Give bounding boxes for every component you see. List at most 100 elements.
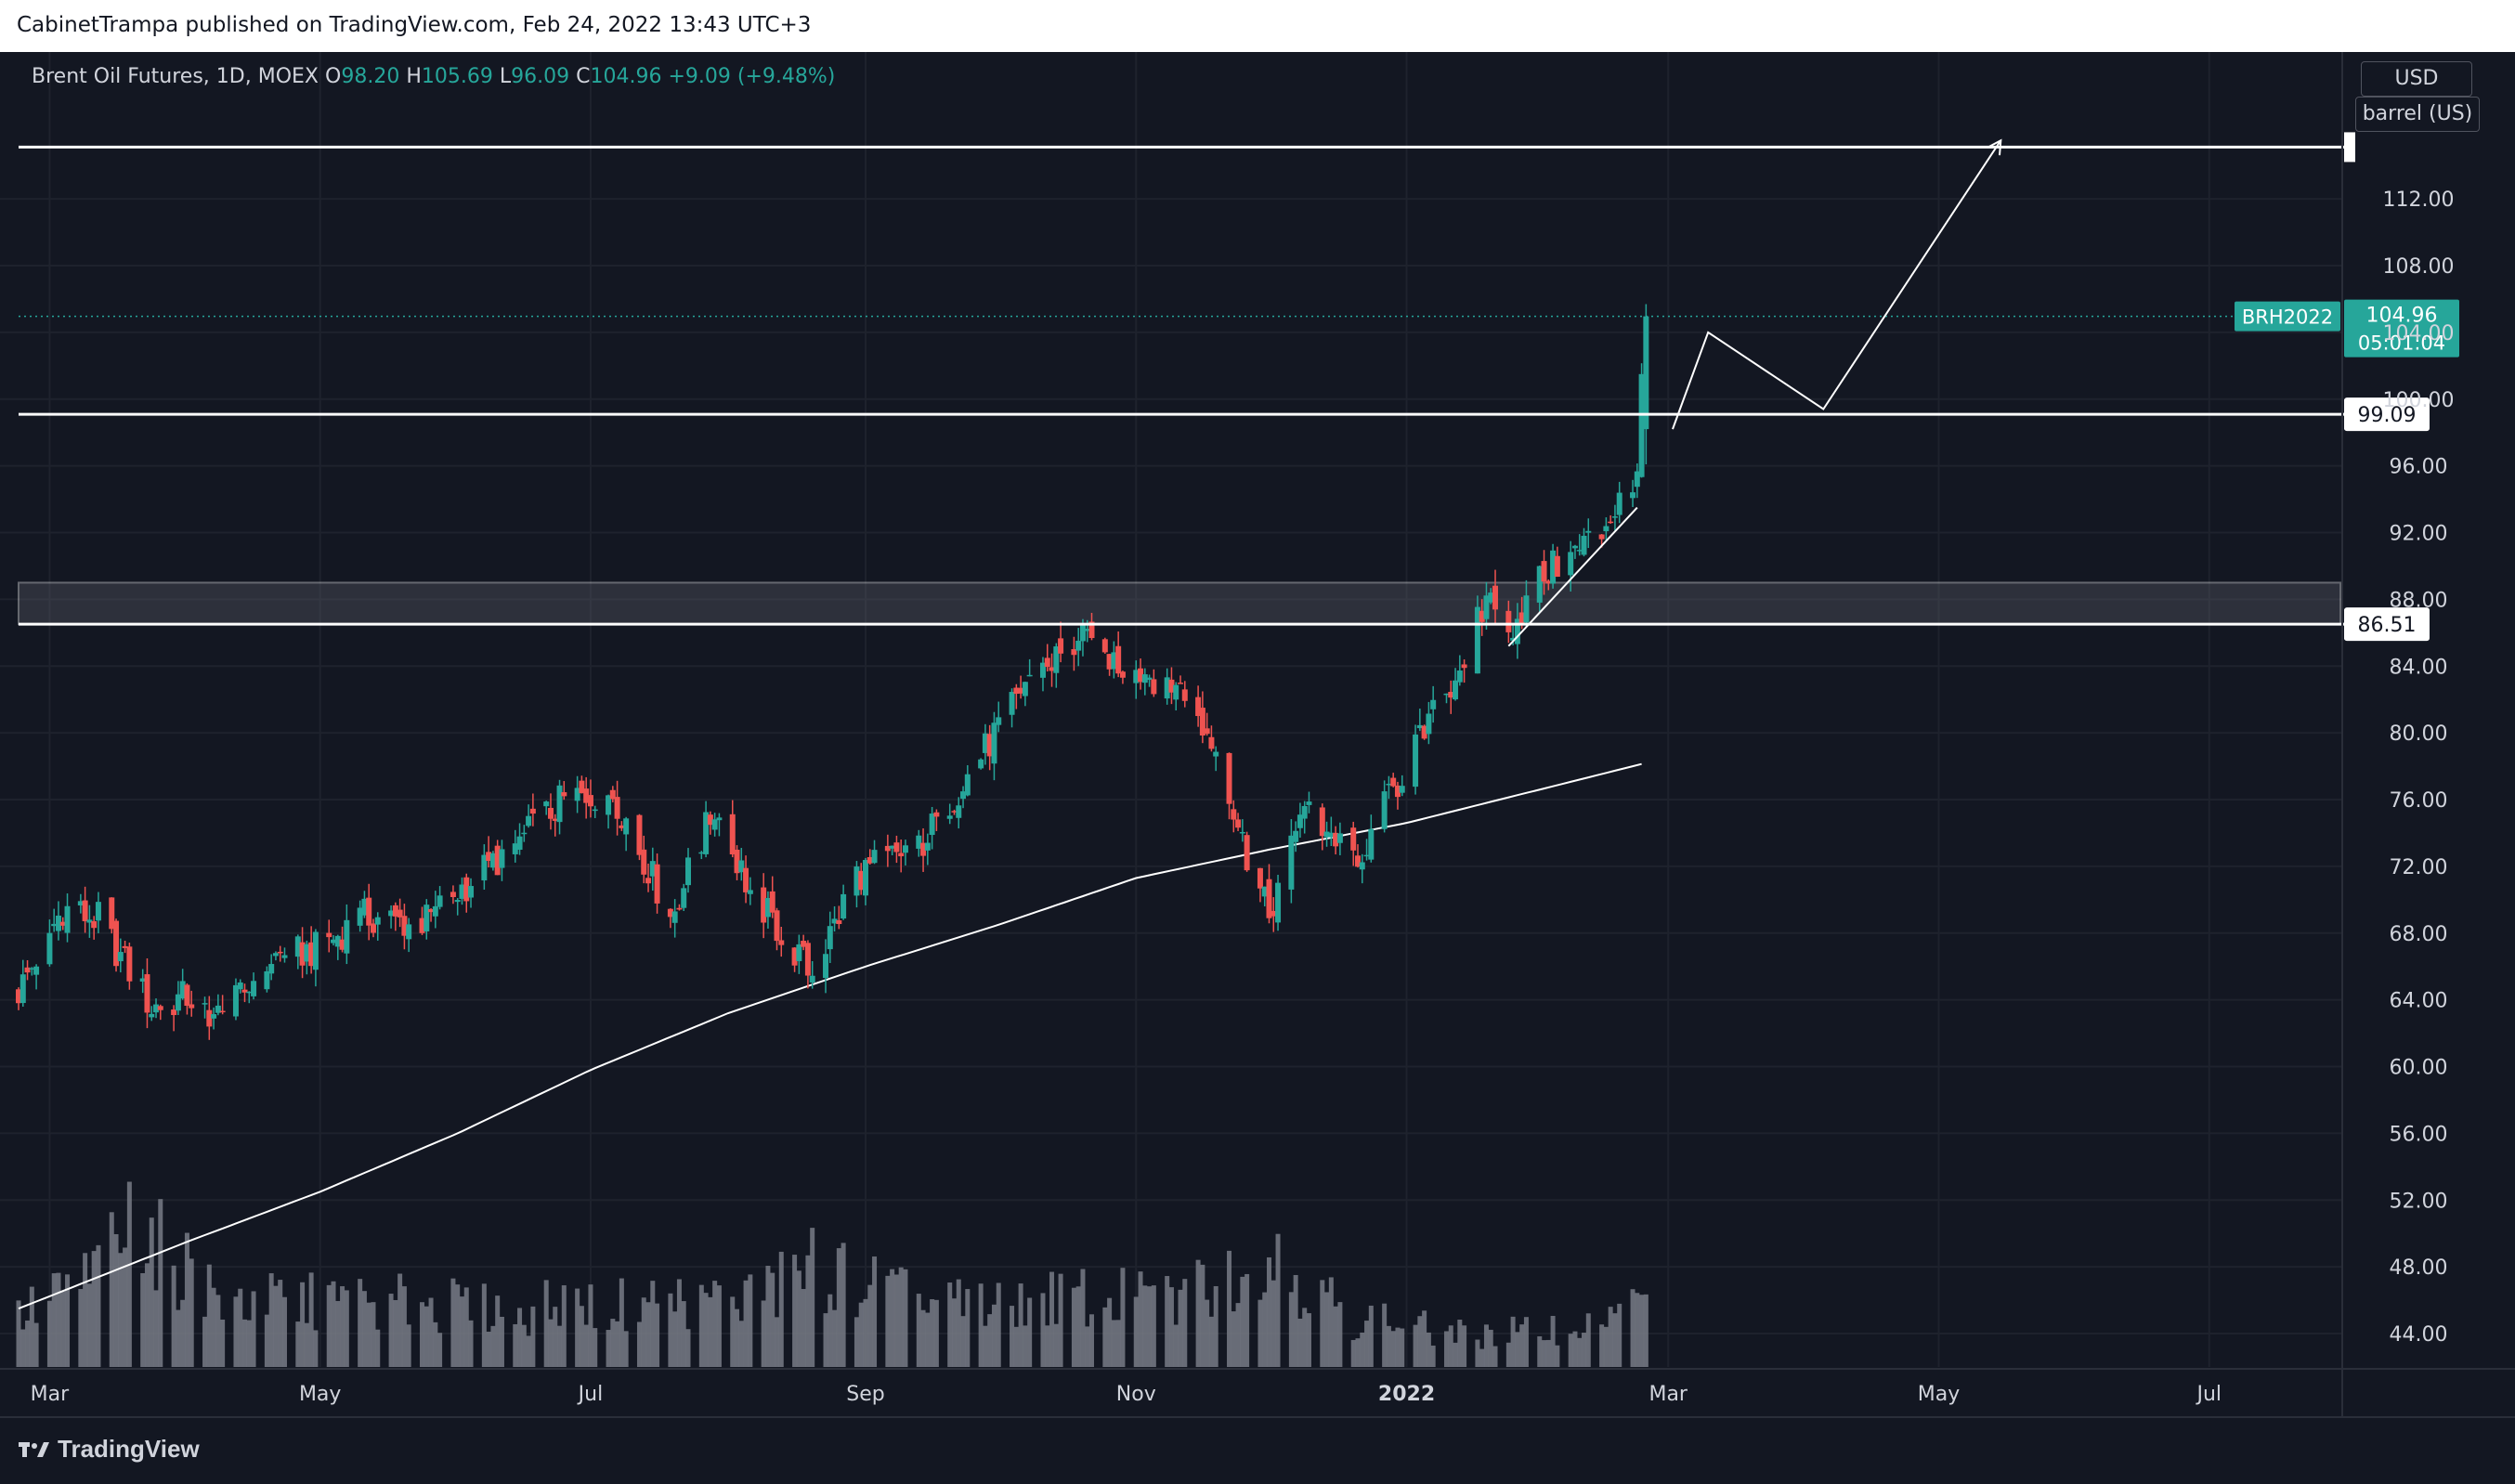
ma-path: [18, 762, 1642, 1310]
candle-body: [1518, 612, 1525, 625]
volume-bar: [490, 1325, 496, 1367]
candle-body: [109, 897, 115, 930]
volume-bar: [278, 1280, 283, 1367]
volume-bar: [1350, 1339, 1356, 1367]
y-tick-label: 96.00: [2390, 456, 2448, 479]
volume-bar: [641, 1297, 646, 1367]
candle-body: [432, 905, 438, 917]
unit-button[interactable]: barrel (US): [2355, 97, 2480, 132]
candle-body: [55, 915, 61, 931]
volume-bar: [1324, 1292, 1330, 1367]
candle-body: [1510, 637, 1517, 641]
symbol-name[interactable]: Brent Oil Futures, 1D, MOEX: [32, 65, 319, 88]
volume-bar: [331, 1281, 336, 1367]
publisher-bar: CabinetTrampa published on TradingView.c…: [0, 0, 2515, 52]
candle-body: [1630, 492, 1636, 499]
candle-body: [1119, 671, 1126, 678]
high-key: H: [406, 65, 422, 88]
volume-bar: [1023, 1325, 1028, 1367]
candle-body: [1479, 610, 1485, 622]
symbol-legend[interactable]: Brent Oil Futures, 1D, MOEX O98.20 H105.…: [32, 65, 835, 88]
candle-body: [459, 884, 465, 899]
volume-bar: [281, 1296, 287, 1367]
candle-body: [272, 953, 279, 957]
candle-body: [884, 845, 891, 852]
volume-bar: [588, 1284, 593, 1367]
volume-bar: [1115, 1320, 1121, 1367]
candle-body: [1354, 855, 1361, 867]
volume-bar: [1275, 1233, 1281, 1367]
candle-body: [933, 812, 940, 817]
candle-body: [1488, 592, 1494, 603]
tradingview-brand[interactable]: TradingView: [19, 1435, 200, 1464]
candle-body: [734, 849, 740, 874]
volume-bar: [1320, 1280, 1325, 1367]
volume-bar: [1479, 1348, 1485, 1367]
volume-bar: [1205, 1299, 1210, 1367]
candle-body: [77, 901, 84, 906]
candle-body: [764, 898, 771, 918]
candle-body: [1399, 786, 1405, 793]
candle-body: [397, 909, 403, 918]
volume-bar: [1386, 1325, 1391, 1367]
volume-bar: [636, 1321, 642, 1367]
y-tick-label: 52.00: [2390, 1190, 2448, 1213]
candle-body: [1616, 492, 1622, 515]
volume-bar: [916, 1294, 921, 1367]
candle-body: [454, 900, 461, 903]
candle-body: [1053, 646, 1060, 673]
volume-bar: [553, 1307, 558, 1367]
candle-body: [791, 947, 798, 966]
volume-bar: [481, 1283, 487, 1367]
axes: 44.00 48.00 52.00 56.00 60.00 64.00 68.00 72.00…: [0, 52, 2515, 1418]
volume-bar: [1168, 1287, 1174, 1367]
volume-bar: [202, 1316, 208, 1367]
support-zone[interactable]: [18, 581, 2341, 626]
volume-bar: [1368, 1305, 1374, 1367]
volume-bar: [1235, 1303, 1241, 1367]
price-chart[interactable]: 99.09 86.51 BRH2022 104.96 05:01:04 44.00 48.…: [0, 52, 2515, 1484]
candle-body: [401, 916, 408, 936]
y-tick-label: 104.00: [2383, 322, 2455, 345]
volume-bar: [1555, 1345, 1560, 1367]
volume-bar: [60, 1291, 66, 1367]
volume-bar: [1293, 1274, 1298, 1367]
candle-body: [1261, 886, 1268, 897]
candle-body: [1239, 831, 1245, 834]
volume-bar: [730, 1296, 736, 1367]
candle-body: [1505, 610, 1512, 632]
volume-bar: [743, 1280, 749, 1367]
candle-body: [1244, 835, 1250, 871]
candle-body: [871, 850, 878, 864]
volume-bar: [1542, 1340, 1547, 1367]
volume-bar: [91, 1251, 97, 1367]
volume-bar: [51, 1273, 57, 1367]
volume-bar: [903, 1269, 908, 1367]
volume-bar: [1165, 1276, 1170, 1367]
volume-bar: [930, 1299, 935, 1367]
volume-bar: [406, 1324, 411, 1367]
candle-body: [956, 805, 962, 818]
volume-bar: [716, 1285, 722, 1367]
candle-body: [1381, 791, 1388, 829]
volume-bar: [158, 1199, 163, 1367]
volume-bar: [810, 1228, 815, 1367]
candle-body: [801, 941, 807, 947]
volume-bar: [388, 1294, 394, 1367]
y-tick-label: 88.00: [2390, 589, 2448, 612]
volume-bar: [78, 1289, 84, 1367]
volume-bar: [645, 1302, 651, 1367]
open-key: O: [325, 65, 342, 88]
currency-button[interactable]: USD: [2361, 61, 2472, 97]
candle-body: [623, 818, 630, 835]
candle-body: [1453, 680, 1459, 700]
drawings[interactable]: 99.09 86.51 BRH2022 104.96 05:01:04: [19, 132, 2459, 647]
candle-body: [1009, 692, 1015, 715]
candle-body: [33, 966, 40, 975]
candle-body: [489, 853, 496, 868]
moving-average-line[interactable]: [18, 762, 1642, 1310]
candle-body: [1026, 674, 1033, 677]
candle-body: [1333, 832, 1339, 847]
chart-frame[interactable]: 99.09 86.51 BRH2022 104.96 05:01:04 44.00 48.…: [0, 52, 2515, 1484]
volume-bar: [1603, 1326, 1609, 1367]
